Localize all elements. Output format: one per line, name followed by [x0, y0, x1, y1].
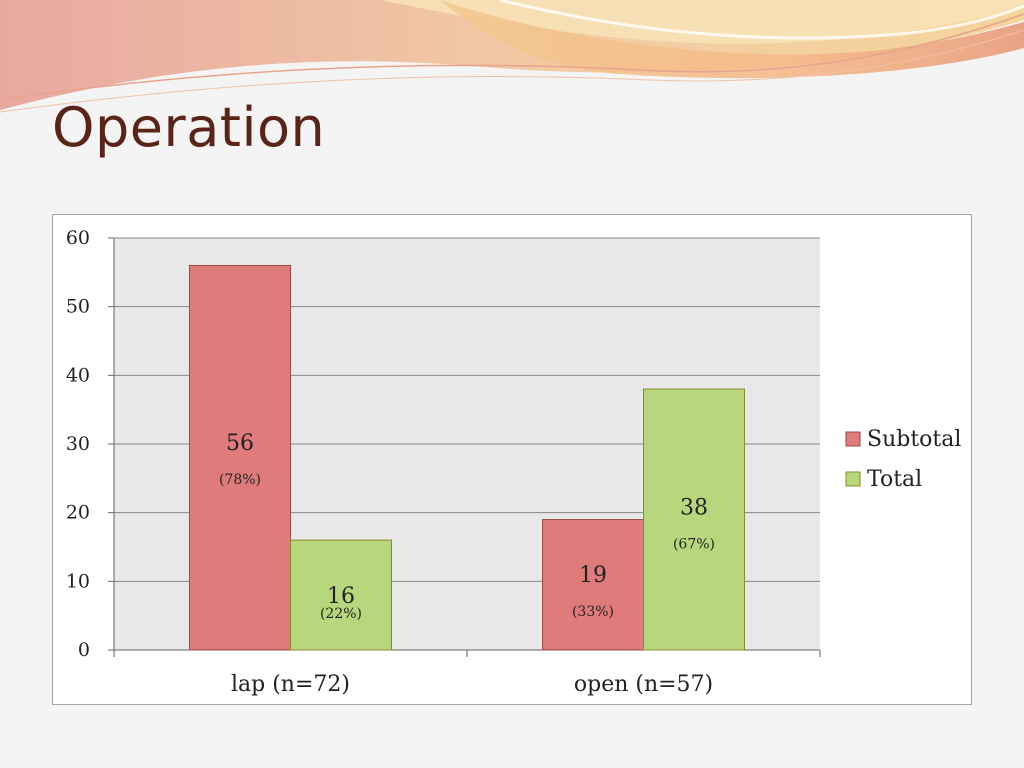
legend-label-subtotal: Subtotal [867, 427, 961, 452]
y-tick-label: 20 [66, 502, 90, 524]
y-tick-label: 50 [66, 296, 90, 318]
pct-label: (67%) [673, 536, 715, 552]
chart-frame: 0 10 20 30 40 50 60 56 (78%) 16 (22%) lap (n=72) 19 (… [52, 214, 972, 705]
data-label: 19 [579, 563, 607, 588]
bar-total [643, 388, 745, 651]
data-label: 16 [327, 584, 355, 609]
pct-label: (33%) [572, 604, 614, 620]
y-tick-label: 40 [66, 364, 90, 386]
bar-chart: 0 10 20 30 40 50 60 56 (78%) 16(22%) lap (n=72) 19 (… [66, 227, 962, 697]
data-label: 56 [226, 431, 254, 456]
y-tick-label: 60 [66, 227, 90, 249]
slide-title: Operation [52, 96, 326, 159]
legend-swatch-subtotal [845, 431, 861, 447]
data-label: 38 [680, 495, 708, 520]
decorative-banner [0, 0, 1024, 113]
pct-label: (22%) [320, 606, 362, 622]
bar-subtotal [189, 264, 291, 651]
y-tick-label: 30 [66, 433, 90, 455]
y-tick-label: 0 [78, 639, 90, 661]
y-tick-label: 10 [66, 570, 90, 592]
legend-swatch-total [845, 471, 861, 487]
bar-total [290, 539, 392, 651]
pct-label: (78%) [219, 472, 261, 488]
category-label: lap (n=72) [231, 672, 350, 697]
category-label: open (n=57) [574, 672, 713, 697]
legend-label-total: Total [867, 467, 922, 492]
